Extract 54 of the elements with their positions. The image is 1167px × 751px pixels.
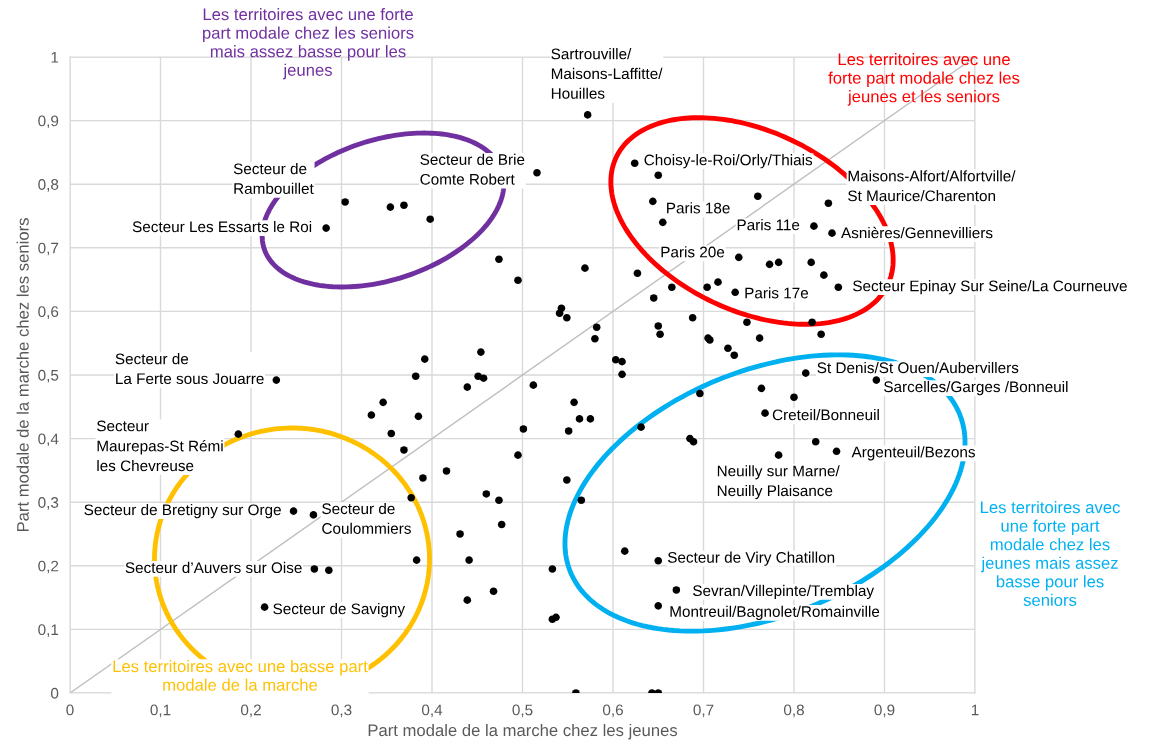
y-tick-label: 0,2 xyxy=(38,560,59,574)
annotation: Secteur de Coulommiers xyxy=(322,502,411,534)
annotation: Les territoires avec une forte part modale chez les jeunes et les seniors xyxy=(828,53,1020,106)
x-tick-label: 0,3 xyxy=(331,704,352,718)
y-tick-label: 0,5 xyxy=(38,369,59,383)
x-tick-label: 0,6 xyxy=(602,704,623,718)
y-axis-title: Part modale de la marche chez les seniors xyxy=(16,218,29,532)
annotation: Maisons-Alfort/Alfortville/ St Maurice/Charenton xyxy=(848,170,1016,202)
annotation: Sevran/Villepinte/Tremblay xyxy=(693,584,875,600)
x-tick-label: 0,5 xyxy=(512,704,533,718)
annotation: Secteur Maurepas-St Rémi les Chevreuse xyxy=(97,420,223,472)
annotation: Sarcelles/Garges /Bonneuil xyxy=(884,380,1068,396)
y-tick-label: 0,8 xyxy=(38,179,59,192)
x-tick-label: 1 xyxy=(971,704,979,716)
y-tick-label: 1 xyxy=(51,52,59,63)
x-tick-label: 0,1 xyxy=(150,704,171,718)
annotation: Paris 20e xyxy=(661,246,725,258)
x-tick-label: 0,2 xyxy=(240,704,261,718)
annotation: Secteur d’Auvers sur Oise xyxy=(125,561,302,574)
y-tick-label: 0 xyxy=(50,687,59,699)
x-tick-label: 0,8 xyxy=(783,704,804,718)
annotation: Paris 18e xyxy=(667,202,730,214)
y-tick-label: 0,3 xyxy=(38,497,59,510)
x-axis-title: Part modale de la marche chez les jeunes xyxy=(368,723,678,740)
annotation: Secteur de Brie Comte Robert xyxy=(420,153,525,185)
annotation: Paris 11e xyxy=(737,219,800,231)
y-tick-label: 0,6 xyxy=(38,306,59,319)
annotation: Secteur de Savigny xyxy=(273,603,406,618)
y-tick-label: 0,7 xyxy=(38,242,59,256)
annotation: Secteur de Rambouillet xyxy=(233,163,314,195)
annotation: St Denis/St Ouen/Aubervillers xyxy=(817,361,1019,374)
annotation: Sartrouville/ Maisons-Laffitte/ Houilles xyxy=(551,48,663,99)
annotation: Secteur de Viry Chatillon xyxy=(667,551,835,566)
y-tick-label: 0,1 xyxy=(38,624,59,637)
annotation: Choisy-le-Roi/Orly/Thiais xyxy=(644,154,813,169)
x-tick-label: 0 xyxy=(66,704,74,716)
annotation: Les territoires avec une forte part modale chez les seniors mais assez basse pour les jeunes xyxy=(203,8,414,80)
x-tick-label: 0,4 xyxy=(421,704,443,718)
x-tick-label: 0,9 xyxy=(874,704,895,718)
annotation: Secteur de Bretigny sur Orge xyxy=(84,503,281,519)
annotation: Montreuil/Bagnolet/Romainville xyxy=(670,605,880,620)
annotation: Secteur Epinay Sur Seine/La Courneuve xyxy=(853,280,1127,295)
annotation: Neuilly sur Marne/ Neuilly Plaisance xyxy=(717,465,840,500)
annotation: Paris 17e xyxy=(745,287,809,299)
annotation: Creteil/Bonneuil xyxy=(772,409,879,421)
y-tick-label: 0,4 xyxy=(38,433,59,447)
x-tick-label: 0,7 xyxy=(693,704,714,718)
y-tick-label: 0,9 xyxy=(38,115,59,129)
annotation: Secteur de La Ferte sous Jouarre xyxy=(115,353,264,385)
annotation: Les territoires avec une basse part modale de la marche xyxy=(113,660,368,691)
annotation: Argenteuil/Bezons xyxy=(851,446,975,461)
text: Les territoires avec une forte part modale chez les jeunes mais assez basse pour les seniors xyxy=(980,501,1120,607)
annotation: Secteur Les Essarts le Roi xyxy=(132,220,312,233)
annotation: Asnières/Gennevilliers xyxy=(841,226,993,239)
